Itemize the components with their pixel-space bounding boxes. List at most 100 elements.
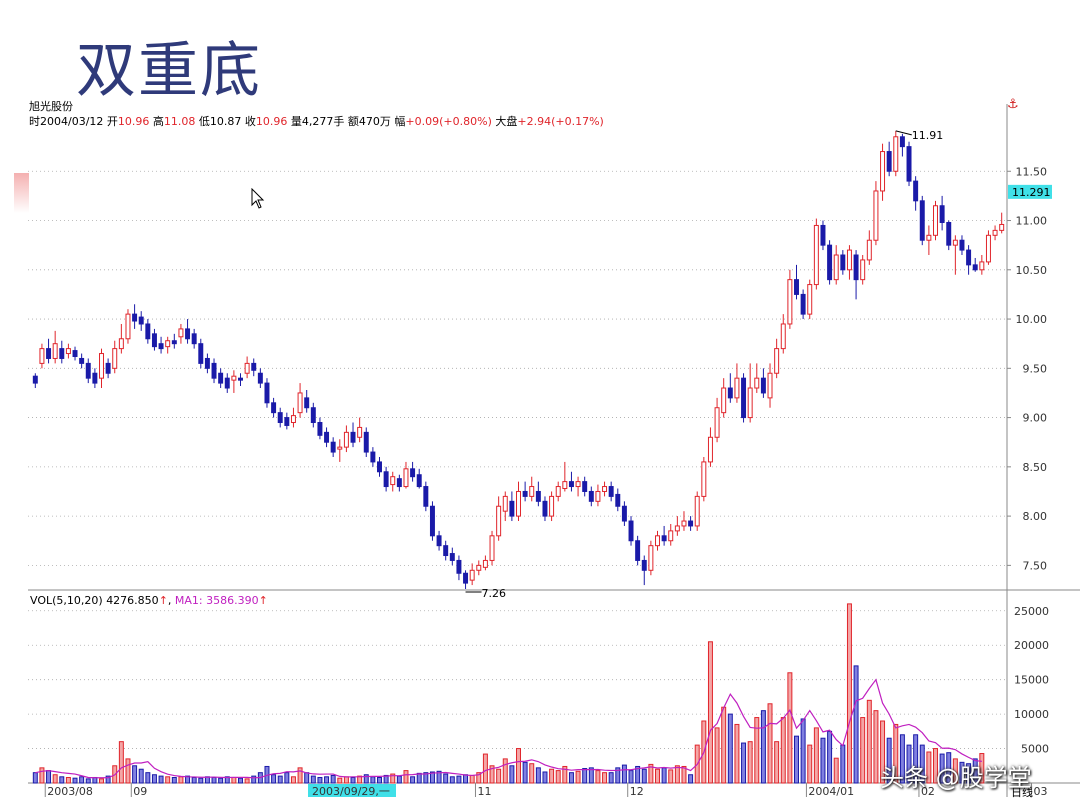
index-change-value: +2.94(+0.17%) xyxy=(517,115,604,128)
scroll-tab[interactable] xyxy=(14,173,29,213)
candle-body xyxy=(562,481,568,490)
candle-body xyxy=(807,284,813,315)
date-label: 2004/01 xyxy=(808,785,854,798)
price-axis: 11.50 11.00 10.50 10.00 9.50 9.00 8.50 8.00 7.50… xyxy=(1007,165,1052,756)
candle-body xyxy=(714,407,720,438)
candle-body xyxy=(542,500,548,517)
volume-bar xyxy=(853,665,859,784)
candle-body xyxy=(231,375,237,381)
candle-body xyxy=(396,478,402,488)
up-arrow-icon: ↑ xyxy=(158,594,168,607)
volume-bar xyxy=(926,751,932,784)
volume-bar xyxy=(741,742,747,784)
candle-body xyxy=(370,451,376,463)
candle-body xyxy=(416,474,422,488)
price-tick-label: 9.50 xyxy=(1023,362,1048,375)
candle-body xyxy=(555,486,561,497)
volume-bar xyxy=(873,710,879,784)
candle-body xyxy=(290,415,296,424)
candle-body xyxy=(165,340,171,348)
volume-bar xyxy=(429,771,435,784)
candle-body xyxy=(191,333,197,345)
candle-body xyxy=(575,481,581,488)
low-value: 10.87 xyxy=(209,115,242,128)
volume-bar xyxy=(423,772,429,784)
volume-bar xyxy=(800,718,806,784)
candle-body xyxy=(403,468,409,488)
candle-body xyxy=(456,559,462,574)
volume-bar xyxy=(588,767,594,784)
price-tick-label: 7.50 xyxy=(1023,559,1048,572)
date-label: 2003/08 xyxy=(47,785,93,798)
volume-bar xyxy=(952,758,958,784)
volume-bar xyxy=(655,768,660,784)
candle-body xyxy=(390,476,396,486)
volume-bar xyxy=(972,758,978,784)
volume-bar xyxy=(251,775,257,784)
anchor-icon[interactable]: ⚓ xyxy=(1007,97,1019,112)
candle-body xyxy=(529,486,535,497)
volume-tick-label: 15000 xyxy=(1014,674,1049,687)
volume-series xyxy=(32,603,985,784)
volume-bar xyxy=(688,774,694,784)
candle-body xyxy=(251,362,257,371)
volume-bar xyxy=(946,752,952,784)
volume-bar xyxy=(846,603,852,784)
volume-header: VOL(5,10,20) 4276.850↑, MA1: 3586.390↑ xyxy=(30,594,268,607)
candle-body xyxy=(138,316,144,325)
candle-body xyxy=(641,559,647,571)
volume-bar xyxy=(621,764,627,784)
high-label: 高 xyxy=(152,115,164,128)
volume-bar xyxy=(933,748,938,784)
candle-body xyxy=(257,372,263,384)
volume-bar xyxy=(899,734,905,784)
candle-body xyxy=(608,486,614,497)
candle-body xyxy=(337,446,343,450)
candle-body xyxy=(946,221,952,246)
candle-body xyxy=(688,520,694,527)
price-tick-label: 11.00 xyxy=(1016,215,1048,228)
candle-body xyxy=(979,261,985,271)
volume-bar xyxy=(602,772,608,784)
candle-body xyxy=(158,343,164,350)
candle-body xyxy=(754,377,760,389)
candle-body xyxy=(919,200,925,241)
volume-bar xyxy=(489,765,495,784)
candle-body xyxy=(469,569,475,581)
volume-bar xyxy=(794,735,799,784)
volume-bar xyxy=(218,777,224,784)
change-value: +0.09(+0.80%) xyxy=(405,115,492,128)
volume-bar xyxy=(171,776,177,784)
ma-value: 3586.390 xyxy=(206,594,259,607)
volume-bar xyxy=(151,774,157,784)
candle-body xyxy=(959,239,965,251)
candle-body xyxy=(317,422,323,436)
volume-bar xyxy=(211,776,217,784)
candle-body xyxy=(747,387,753,419)
volume-bar xyxy=(145,772,151,784)
candle-body xyxy=(628,520,634,542)
volume-bar xyxy=(820,737,826,784)
volume-bar xyxy=(317,776,323,784)
candle-body xyxy=(602,486,608,492)
date-label: 03 xyxy=(1033,785,1047,798)
candle-body xyxy=(820,224,826,246)
volume-bar xyxy=(138,768,144,784)
volume-bar xyxy=(760,710,766,784)
volume-bar xyxy=(886,737,892,784)
candle-body xyxy=(833,254,839,281)
candle-body xyxy=(516,490,521,517)
volume-bar xyxy=(906,744,912,784)
volume-bar xyxy=(443,773,449,784)
candle-body xyxy=(635,540,641,561)
candle-body xyxy=(985,234,991,263)
volume-bar xyxy=(284,772,290,784)
volume-header-value: 4276.850 xyxy=(106,594,159,607)
candle-body xyxy=(582,481,588,492)
volume-tick-label: 5000 xyxy=(1021,743,1049,756)
candlestick-series: 11.91 7.26 xyxy=(32,129,1005,600)
volume-bar xyxy=(357,775,363,784)
volume-bar xyxy=(343,776,349,784)
volume-bar xyxy=(185,775,191,784)
volume-bar xyxy=(72,777,78,784)
